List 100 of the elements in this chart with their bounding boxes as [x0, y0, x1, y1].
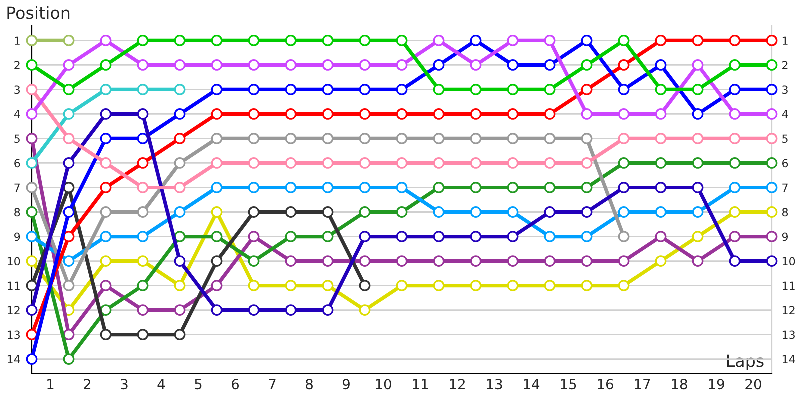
point — [248, 231, 260, 242]
point — [396, 182, 408, 194]
point — [26, 84, 38, 96]
point — [618, 133, 630, 144]
point — [100, 108, 112, 120]
point — [396, 256, 408, 267]
point — [285, 158, 297, 169]
point — [766, 108, 778, 120]
point — [359, 280, 371, 292]
point — [63, 182, 75, 194]
point — [248, 60, 260, 71]
point — [396, 280, 408, 292]
point — [137, 84, 149, 96]
point — [26, 158, 38, 169]
point — [766, 133, 778, 144]
y-tick-label: 6 — [14, 159, 20, 168]
point — [285, 108, 297, 120]
x-tick-label: 6 — [232, 379, 240, 390]
y2-tick-label: 4 — [782, 110, 788, 118]
point — [137, 108, 149, 120]
point — [174, 84, 186, 96]
point — [26, 280, 38, 292]
y2-tick-label: 8 — [782, 208, 788, 217]
point — [433, 133, 445, 144]
point — [100, 206, 112, 218]
x-tick-label: 5 — [195, 379, 202, 390]
point — [63, 60, 75, 71]
point — [285, 256, 297, 267]
point — [692, 158, 704, 169]
point — [396, 60, 408, 71]
x-tick-label: 4 — [158, 379, 166, 390]
point — [470, 60, 482, 71]
point — [174, 329, 186, 340]
point — [137, 304, 149, 316]
y-tick-label: 5 — [14, 134, 20, 144]
point — [248, 280, 260, 292]
point — [211, 108, 223, 120]
point — [285, 304, 297, 316]
y-tick-label: 2 — [14, 61, 20, 70]
x-tick-label: 16 — [598, 379, 614, 390]
point — [433, 84, 445, 96]
y2-tick-label: 2 — [782, 61, 788, 70]
x-tick-label: 13 — [487, 379, 502, 390]
point — [470, 108, 482, 120]
y-tick-label: 13 — [8, 330, 20, 340]
point — [544, 231, 556, 242]
point — [359, 206, 371, 218]
point — [692, 256, 704, 267]
point — [692, 231, 704, 242]
point — [211, 84, 223, 96]
point — [433, 60, 445, 71]
point — [396, 158, 408, 169]
point — [729, 35, 741, 46]
point — [655, 231, 667, 242]
point — [137, 256, 149, 267]
point — [63, 256, 75, 267]
point — [248, 206, 260, 218]
point — [211, 304, 223, 316]
point — [211, 182, 223, 194]
point — [507, 133, 519, 144]
point — [26, 231, 38, 242]
point — [174, 35, 186, 46]
point — [507, 35, 519, 46]
point — [396, 35, 408, 46]
point — [581, 280, 593, 292]
y2-tick-label: 6 — [782, 159, 788, 168]
y2-tick-label: 1 — [782, 36, 788, 45]
point — [507, 256, 519, 267]
y-axis-title: Position — [8, 6, 70, 20]
point — [618, 231, 630, 242]
point — [174, 304, 186, 316]
point — [766, 206, 778, 218]
point — [211, 60, 223, 71]
point — [581, 84, 593, 96]
point — [655, 133, 667, 144]
point — [396, 108, 408, 120]
point — [100, 133, 112, 144]
point — [507, 84, 519, 96]
x-tick-label: 12 — [450, 379, 465, 390]
point — [544, 108, 556, 120]
point — [766, 256, 778, 267]
point — [285, 84, 297, 96]
point — [507, 206, 519, 218]
point — [211, 206, 223, 218]
point — [174, 60, 186, 71]
point — [322, 304, 334, 316]
x-tick-label: 9 — [342, 379, 350, 390]
point — [766, 231, 778, 242]
point — [396, 84, 408, 96]
point — [137, 35, 149, 46]
point — [137, 158, 149, 169]
point — [322, 280, 334, 292]
point — [359, 60, 371, 71]
point — [692, 108, 704, 120]
point — [26, 256, 38, 267]
point — [470, 280, 482, 292]
point — [359, 35, 371, 46]
point — [322, 35, 334, 46]
point — [26, 329, 38, 340]
point — [396, 206, 408, 218]
